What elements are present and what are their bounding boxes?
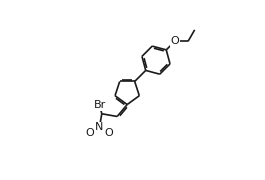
Text: Br: Br <box>93 100 106 110</box>
Text: O: O <box>86 128 94 138</box>
Text: O: O <box>170 36 179 46</box>
Text: N: N <box>95 122 104 132</box>
Text: O: O <box>104 128 113 138</box>
